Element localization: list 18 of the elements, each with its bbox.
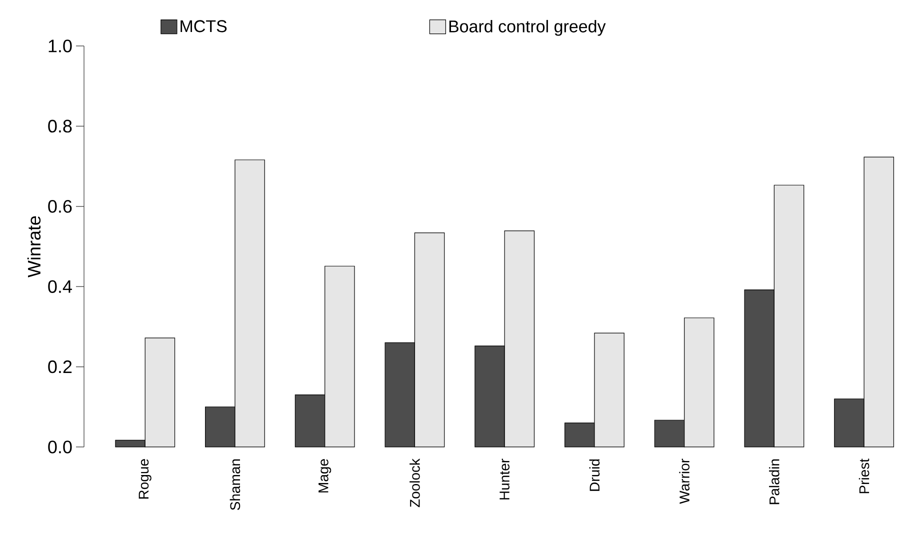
x-tick-label: Druid — [589, 459, 600, 491]
x-tick-label: Rogue — [138, 459, 152, 499]
x-tick-label: Warrior — [679, 458, 690, 504]
x-tick-label: Priest — [858, 458, 870, 494]
y-axis-title: Winrate — [27, 216, 41, 278]
legend-label: Board control greedy — [449, 20, 606, 36]
x-tick-label: Zoolock — [410, 458, 420, 508]
y-tick-label: 1.0 — [48, 40, 72, 52]
y-tick-label: 0.8 — [48, 120, 72, 133]
x-tick-label: Mage — [318, 459, 332, 492]
y-tick-label: 0.4 — [48, 280, 72, 293]
y-tick-label: 0.6 — [48, 200, 72, 213]
x-tick-label: Shaman — [230, 459, 240, 510]
y-tick-label: 0.0 — [48, 440, 72, 454]
x-tick-label: Paladin — [769, 459, 780, 504]
y-tick-label: 0.2 — [48, 360, 72, 374]
legend-label: MCTS — [180, 20, 227, 32]
x-tick-label: Hunter — [500, 458, 510, 500]
